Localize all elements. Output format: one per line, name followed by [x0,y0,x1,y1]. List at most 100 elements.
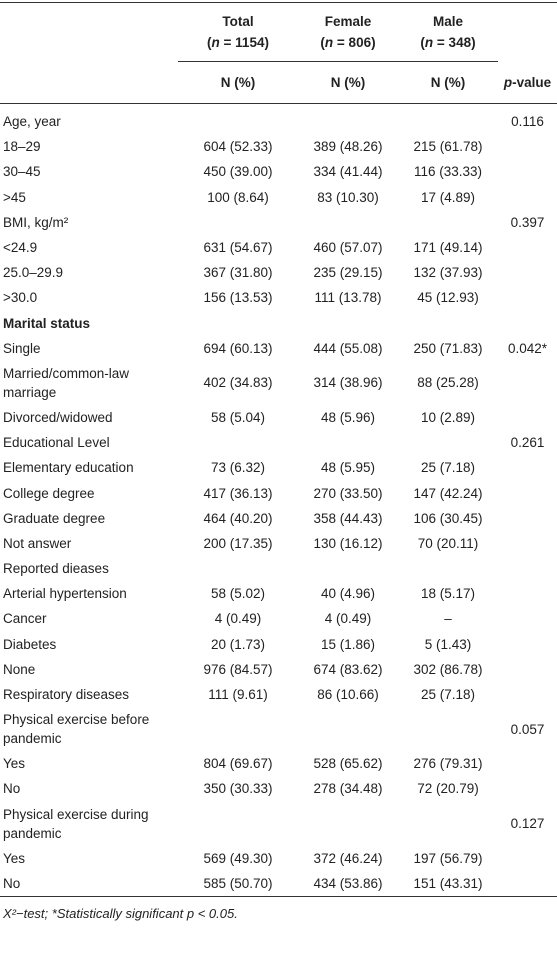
p-value-cell [498,260,557,285]
row-label: Divorced/widowed [3,409,113,425]
count-cell: 10 (2.89) [420,409,476,425]
footnote: X²−test; *Statistically significant p < … [3,905,238,921]
count-cell: 20 (1.73) [210,636,266,652]
table-head: Total (n = 1154) Female (n = 806) Male (n = 3… [0,2,557,104]
count-cell: 528 (65.62) [313,756,383,772]
table-row: College degree 417 (36.13) 270 (33.50) 147 … [0,480,557,505]
table-row: Yes 804 (69.67) 528 (65.62) 276 (79.31) [0,751,557,776]
count-cell: 83 (10.30) [317,189,379,205]
count-cell: 460 (57.07) [313,240,383,256]
count-cell: 73 (6.32) [210,460,266,476]
count-cell [398,430,498,455]
column-title: Total [222,14,254,29]
row-label: 25.0–29.9 [3,265,64,281]
p-value-cell [498,606,557,631]
count-cell: 86 (10.66) [317,687,379,703]
table-row: Arterial hypertension 58 (5.02) 40 (4.96) 1… [0,581,557,606]
p-value-cell [498,682,557,707]
n-open: ( [207,35,212,50]
p-value-cell: 0.057 [510,721,545,737]
count-cell [398,556,498,581]
n-close: = 806) [333,35,376,50]
count-cell: 302 (86.78) [413,661,483,677]
p-value-cell [498,480,557,505]
count-cell [398,707,498,751]
row-label: BMI, kg/m² [3,214,69,230]
column-title: Male [432,14,463,29]
p-value-cell [498,235,557,260]
count-cell: 58 (5.02) [210,586,266,602]
n-symbol: n [324,35,334,50]
count-cell: 48 (5.96) [320,409,376,425]
p-value-cell [498,556,557,581]
count-cell: 350 (30.33) [203,781,273,797]
count-cell: 17 (4.89) [420,189,476,205]
table-row: Reported dieases [0,556,557,581]
table-row: Diabetes 20 (1.73) 15 (1.86) 5 (1.43) [0,632,557,657]
p-value-cell [498,871,557,897]
row-label: Yes [3,850,26,866]
table-row: 18–29 604 (52.33) 389 (48.26) 215 (61.78) [0,134,557,159]
count-cell: 156 (13.53) [203,290,273,306]
p-value-cell [498,285,557,310]
count-cell: 270 (33.50) [313,485,383,501]
column-header: Male (n = 348) [398,2,498,62]
column-header: Female (n = 806) [298,2,398,62]
count-cell: 235 (29.15) [313,265,383,281]
count-cell: 116 (33.33) [413,164,483,180]
table-row: >30.0 156 (13.53) 111 (13.78) 45 (12.93) [0,285,557,310]
count-cell: 18 (5.17) [420,586,476,602]
table-row: 25.0–29.9 367 (31.80) 235 (29.15) 132 (37.9… [0,260,557,285]
table-row: Cancer 4 (0.49) 4 (0.49) – [0,606,557,631]
p-value-cell [498,134,557,159]
n-symbol: n [211,35,220,50]
table-row: <24.9 631 (54.67) 460 (57.07) 171 (49.14) [0,235,557,260]
count-cell: 200 (17.35) [203,535,273,551]
row-label: Arterial hypertension [3,586,127,602]
count-cell: 171 (49.14) [413,240,483,256]
n-open: ( [420,35,425,50]
column-title: Female [324,14,372,29]
row-label: 18–29 [3,139,41,155]
count-cell: 132 (37.93) [413,265,483,281]
header-cell [0,62,178,104]
count-cell: 694 (60.13) [203,340,273,356]
n-open: ( [320,35,325,50]
count-cell [298,430,398,455]
count-cell: 4 (0.49) [324,611,372,627]
count-cell [178,210,298,235]
unit-header: N (%) [430,75,466,90]
row-label: Physical exercise before pandemic [3,712,150,747]
p-value-cell: 0.116 [511,114,544,130]
table-row: Single 694 (60.13) 444 (55.08) 250 (71.83) 0… [0,336,557,361]
count-cell: 367 (31.80) [203,265,273,281]
count-cell [178,311,298,336]
row-label: Graduate degree [3,510,106,526]
table-row: Age, year 0.116 [0,104,557,135]
table-row: Not answer 200 (17.35) 130 (16.12) 70 (20.1… [0,531,557,556]
count-cell: 976 (84.57) [203,661,273,677]
count-cell: 45 (12.93) [417,290,479,306]
table-row: Graduate degree 464 (40.20) 358 (44.43) 106… [0,506,557,531]
count-cell: 434 (53.86) [313,875,383,891]
count-cell: 100 (8.64) [207,189,269,205]
count-cell: 674 (83.62) [313,661,383,677]
count-cell [178,104,298,135]
row-label: Not answer [3,535,72,551]
p-value-cell [498,185,557,210]
p-suffix: -value [512,74,552,90]
p-value-cell [498,361,557,405]
table-row: Physical exercise before pandemic 0.057 [0,707,557,751]
header-row: Total (n = 1154) Female (n = 806) Male (n = 3… [0,2,557,62]
table-row: Marital status [0,311,557,336]
count-cell: 389 (48.26) [313,139,383,155]
count-cell [398,802,498,846]
count-cell: 372 (46.24) [313,850,383,866]
count-cell [298,802,398,846]
table-row: BMI, kg/m² 0.397 [0,210,557,235]
row-label: Marital status [3,315,91,331]
count-cell: 569 (49.30) [203,850,273,866]
count-cell: 40 (4.96) [320,586,376,602]
column-header: Total (n = 1154) [178,2,298,62]
